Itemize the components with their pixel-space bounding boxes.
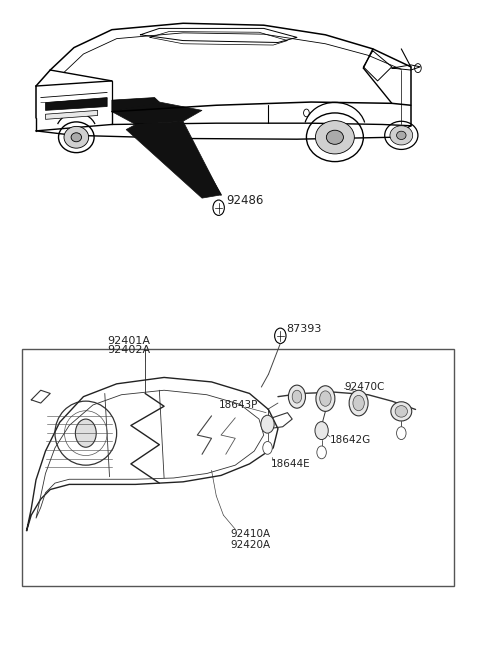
Text: 18643P: 18643P (219, 400, 258, 410)
Circle shape (263, 441, 272, 454)
Circle shape (349, 390, 368, 416)
Text: 92410A: 92410A (230, 529, 271, 539)
Ellipse shape (326, 130, 343, 144)
Circle shape (213, 200, 224, 215)
Ellipse shape (64, 127, 89, 148)
Ellipse shape (390, 126, 413, 145)
Text: 92470C: 92470C (344, 382, 385, 392)
Ellipse shape (315, 121, 354, 154)
Text: 87393: 87393 (287, 324, 322, 335)
Circle shape (261, 415, 274, 433)
Text: 92401A: 92401A (107, 336, 150, 346)
Circle shape (353, 395, 364, 411)
Polygon shape (126, 121, 221, 198)
Text: 92402A: 92402A (107, 345, 150, 355)
Ellipse shape (395, 406, 408, 417)
Circle shape (316, 386, 335, 412)
Ellipse shape (71, 133, 82, 141)
Circle shape (275, 328, 286, 344)
Text: 92486: 92486 (226, 194, 263, 207)
Text: 92420A: 92420A (230, 540, 271, 550)
Circle shape (288, 385, 305, 408)
Circle shape (292, 390, 301, 403)
Circle shape (396, 427, 406, 439)
Text: 18642G: 18642G (330, 435, 372, 444)
Polygon shape (46, 98, 107, 110)
Circle shape (317, 446, 326, 459)
Ellipse shape (391, 402, 412, 421)
Polygon shape (112, 102, 202, 125)
Text: 18644E: 18644E (271, 459, 311, 469)
Polygon shape (46, 110, 97, 120)
Ellipse shape (396, 131, 406, 140)
FancyBboxPatch shape (22, 349, 454, 585)
Polygon shape (112, 98, 159, 112)
Circle shape (75, 419, 96, 447)
Circle shape (315, 422, 328, 439)
Circle shape (320, 391, 331, 406)
